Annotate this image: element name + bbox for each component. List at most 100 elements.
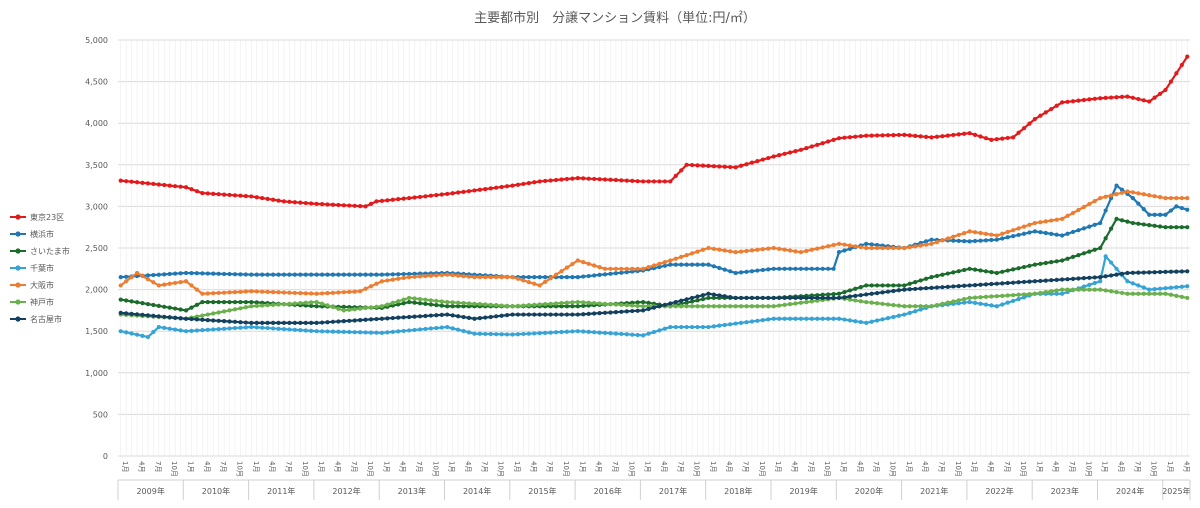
data-point	[613, 331, 619, 336]
data-point	[281, 290, 287, 295]
data-point	[853, 244, 858, 249]
data-point	[178, 328, 183, 333]
data-point	[717, 265, 722, 271]
data-point	[1081, 204, 1086, 210]
data-point	[417, 327, 423, 332]
data-point	[341, 272, 346, 277]
data-point	[853, 293, 858, 298]
data-point	[809, 144, 814, 149]
data-point	[151, 329, 156, 335]
data-point	[983, 282, 989, 287]
x-tick-label: 1月	[1101, 461, 1109, 472]
data-point	[151, 313, 156, 318]
data-point	[880, 317, 885, 322]
x-tick-label: 10月	[823, 461, 831, 477]
data-point	[390, 329, 395, 334]
data-point	[238, 272, 243, 277]
data-point	[1054, 217, 1059, 222]
data-point	[347, 329, 352, 335]
data-point	[314, 320, 319, 325]
data-point	[586, 300, 591, 305]
data-point	[243, 305, 248, 310]
data-point	[216, 192, 221, 197]
data-point	[281, 199, 287, 204]
data-point	[325, 303, 330, 308]
data-point	[809, 299, 814, 304]
x-tick-label: 4月	[138, 461, 146, 472]
data-point	[1179, 225, 1184, 230]
data-point	[1179, 294, 1184, 299]
data-point	[624, 309, 629, 314]
x-tick-label: 10月	[627, 461, 635, 477]
data-point	[341, 203, 346, 208]
data-point	[880, 245, 885, 251]
data-point	[749, 160, 755, 165]
data-point	[227, 308, 232, 313]
data-point	[597, 330, 602, 335]
data-point	[401, 328, 406, 334]
data-point	[439, 299, 444, 304]
data-point	[461, 328, 466, 334]
data-point	[983, 238, 989, 243]
data-point	[265, 272, 270, 277]
data-point	[363, 305, 368, 311]
data-point	[1141, 270, 1146, 275]
data-point	[183, 279, 189, 284]
data-point	[972, 230, 978, 235]
data-point	[798, 147, 804, 152]
data-point	[1185, 54, 1190, 59]
data-point	[194, 328, 199, 333]
y-tick-label: 0	[103, 452, 108, 461]
data-point	[1054, 291, 1059, 296]
data-point	[249, 320, 254, 325]
data-point	[216, 310, 221, 315]
data-point	[211, 318, 216, 323]
data-point	[423, 273, 428, 279]
data-point	[831, 291, 836, 297]
data-point	[363, 204, 368, 209]
data-point	[358, 272, 363, 277]
data-point	[689, 295, 695, 301]
data-point	[673, 324, 678, 330]
data-point	[722, 322, 727, 328]
year-label: 2013年	[398, 486, 426, 496]
data-point	[1119, 218, 1125, 223]
data-point	[1065, 231, 1070, 236]
data-point	[978, 301, 983, 306]
data-point	[1174, 71, 1179, 76]
data-point	[238, 299, 243, 305]
data-point	[151, 181, 156, 187]
y-tick-label: 2,500	[85, 244, 108, 253]
data-point	[853, 134, 858, 139]
year-label: 2010年	[202, 486, 230, 496]
data-point	[325, 290, 330, 296]
data-point	[298, 272, 303, 277]
data-point	[532, 281, 537, 286]
data-point	[156, 314, 161, 319]
data-point	[352, 318, 357, 323]
data-point	[586, 311, 591, 316]
x-tick-label: 1月	[905, 461, 913, 472]
data-point	[820, 266, 825, 271]
data-point	[124, 330, 129, 335]
data-point	[363, 286, 368, 291]
data-point	[1076, 253, 1081, 258]
data-point	[281, 272, 287, 277]
data-point	[390, 277, 395, 282]
data-point	[140, 333, 145, 338]
data-point	[456, 314, 461, 319]
data-point	[586, 329, 591, 334]
data-point	[466, 274, 472, 279]
data-point	[445, 324, 450, 330]
data-point	[728, 304, 733, 309]
y-tick-label: 4,500	[85, 78, 108, 87]
data-point	[330, 304, 336, 310]
data-point	[1130, 291, 1135, 296]
data-point	[842, 290, 847, 295]
x-tick-label: 7月	[1133, 461, 1141, 472]
data-point	[1060, 287, 1065, 292]
data-point	[200, 299, 205, 305]
data-point	[592, 311, 597, 316]
data-point	[782, 151, 787, 156]
data-point	[1125, 291, 1130, 296]
